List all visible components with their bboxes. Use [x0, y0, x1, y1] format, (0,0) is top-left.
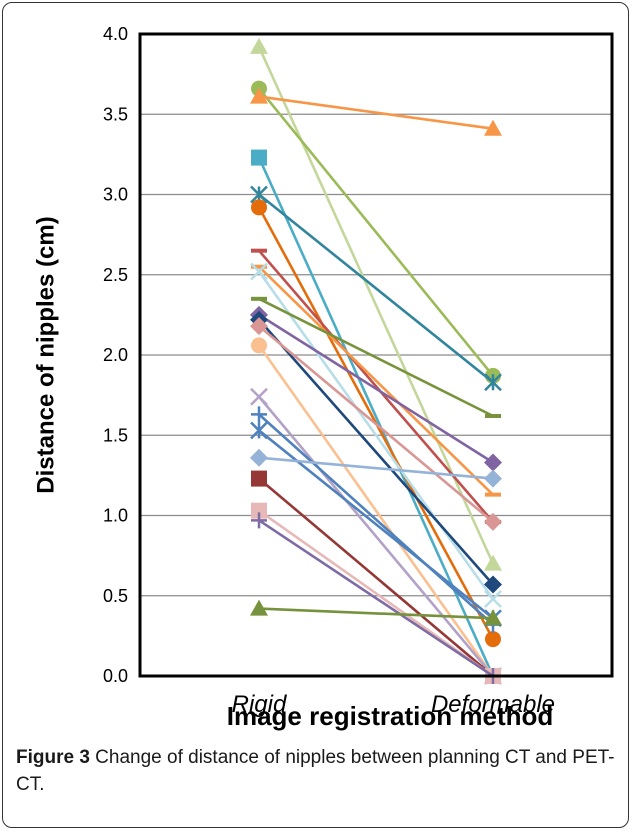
series-18 — [250, 448, 502, 488]
data-point — [250, 37, 268, 54]
gridlines — [140, 113, 612, 597]
data-point — [484, 373, 502, 392]
data-point — [484, 119, 502, 136]
data-point — [484, 453, 502, 472]
data-point — [250, 262, 268, 281]
data-point — [250, 87, 268, 104]
series-8 — [251, 264, 501, 497]
series-line — [258, 509, 494, 678]
data-point — [251, 264, 267, 269]
y-tick-labels: 0.0 0.5 1.0 1.5 2.0 2.5 3.0 3.5 4.0 — [103, 24, 128, 686]
data-point — [251, 337, 267, 354]
data-point — [485, 631, 501, 648]
x-tick-label: Rigid — [232, 691, 287, 718]
data-point — [250, 599, 268, 616]
series-3 — [250, 87, 502, 136]
plot-area-border — [138, 32, 614, 678]
data-point — [250, 387, 268, 406]
series-line — [258, 95, 494, 130]
y-tick-label: 2.5 — [103, 265, 128, 285]
y-tick-label: 1.5 — [103, 425, 128, 445]
caption-label: Figure 3 — [16, 747, 90, 768]
series-19 — [251, 470, 501, 684]
series-line — [258, 193, 494, 384]
x-tick-label: Deformable — [431, 691, 555, 718]
data-point — [250, 421, 268, 440]
y-tick-label: 3.0 — [103, 185, 128, 205]
data-point — [250, 317, 268, 336]
data-point — [251, 502, 267, 519]
series-line — [258, 265, 494, 496]
series-line — [257, 87, 495, 377]
data-point — [251, 248, 267, 253]
data-point — [250, 448, 268, 467]
y-tick-label: 1.0 — [103, 506, 128, 526]
x-axis-label: Image registration method — [227, 701, 554, 731]
y-tick-label: 0.0 — [103, 666, 128, 686]
series-line — [258, 413, 494, 626]
data-point — [484, 469, 502, 488]
data-point — [251, 406, 267, 423]
data-point — [251, 199, 267, 216]
series-line — [258, 297, 494, 418]
line-chart: 0.0 0.5 1.0 1.5 2.0 2.5 3.0 3.5 4.0 Rigid Deforma… — [32, 24, 614, 731]
y-tick-label: 4.0 — [103, 24, 128, 44]
series-2 — [251, 80, 501, 384]
y-tick-label: 2.0 — [103, 345, 128, 365]
series-line — [258, 477, 494, 677]
series-line — [258, 325, 494, 523]
series-13 — [250, 317, 502, 531]
data-point — [485, 492, 501, 497]
y-tick-label: 0.5 — [103, 586, 128, 606]
series-22 — [250, 599, 502, 626]
series-line — [258, 519, 494, 678]
series-group — [250, 37, 502, 685]
series-line — [257, 344, 495, 677]
data-point — [484, 590, 502, 608]
series-5 — [250, 185, 502, 392]
y-tick-label: 3.5 — [103, 104, 128, 124]
series-line — [258, 395, 494, 677]
data-point — [484, 575, 502, 594]
series-line — [258, 456, 494, 480]
data-point — [251, 296, 267, 301]
series-1 — [250, 37, 502, 571]
series-11 — [250, 305, 502, 472]
data-point — [485, 413, 501, 418]
data-point — [251, 470, 267, 487]
series-line — [258, 318, 494, 586]
series-line — [257, 270, 495, 600]
series-line — [258, 313, 494, 464]
data-point — [484, 609, 502, 626]
data-point — [251, 512, 267, 529]
series-4 — [251, 149, 501, 684]
series-10 — [251, 296, 501, 418]
series-line — [258, 429, 494, 620]
data-point — [484, 554, 502, 571]
data-point — [251, 149, 267, 166]
caption-text: Change of distance of nipples between pl… — [16, 747, 615, 795]
data-point — [484, 512, 502, 531]
series-line — [258, 607, 494, 620]
y-axis-label: Distance of nipples (cm) — [32, 216, 59, 493]
series-9 — [250, 262, 502, 608]
figure-caption: Figure 3 Change of distance of nipples b… — [16, 744, 616, 798]
series-line — [258, 249, 494, 523]
x-tick-labels: Rigid Deformable — [232, 691, 555, 718]
